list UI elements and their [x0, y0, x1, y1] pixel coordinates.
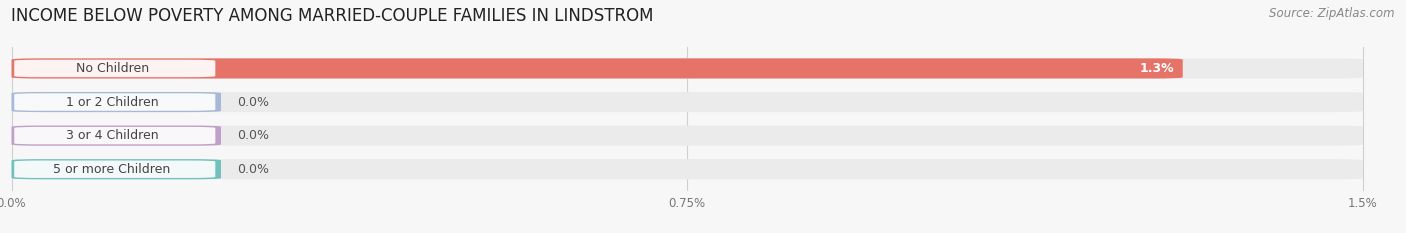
Text: INCOME BELOW POVERTY AMONG MARRIED-COUPLE FAMILIES IN LINDSTROM: INCOME BELOW POVERTY AMONG MARRIED-COUPL…: [11, 7, 654, 25]
Text: 1 or 2 Children: 1 or 2 Children: [66, 96, 159, 109]
Text: Source: ZipAtlas.com: Source: ZipAtlas.com: [1270, 7, 1395, 20]
Text: 3 or 4 Children: 3 or 4 Children: [66, 129, 159, 142]
Text: No Children: No Children: [76, 62, 149, 75]
FancyBboxPatch shape: [11, 159, 221, 179]
FancyBboxPatch shape: [11, 126, 1362, 146]
FancyBboxPatch shape: [14, 127, 215, 144]
FancyBboxPatch shape: [11, 92, 221, 112]
FancyBboxPatch shape: [14, 161, 215, 178]
FancyBboxPatch shape: [11, 92, 1362, 112]
Text: 0.0%: 0.0%: [238, 96, 269, 109]
Text: 5 or more Children: 5 or more Children: [53, 163, 170, 176]
FancyBboxPatch shape: [11, 159, 1362, 179]
FancyBboxPatch shape: [14, 93, 215, 111]
Text: 0.0%: 0.0%: [238, 129, 269, 142]
FancyBboxPatch shape: [11, 58, 1182, 79]
FancyBboxPatch shape: [11, 126, 221, 146]
FancyBboxPatch shape: [14, 60, 215, 77]
Text: 0.0%: 0.0%: [238, 163, 269, 176]
Text: 1.3%: 1.3%: [1139, 62, 1174, 75]
FancyBboxPatch shape: [11, 58, 1362, 79]
